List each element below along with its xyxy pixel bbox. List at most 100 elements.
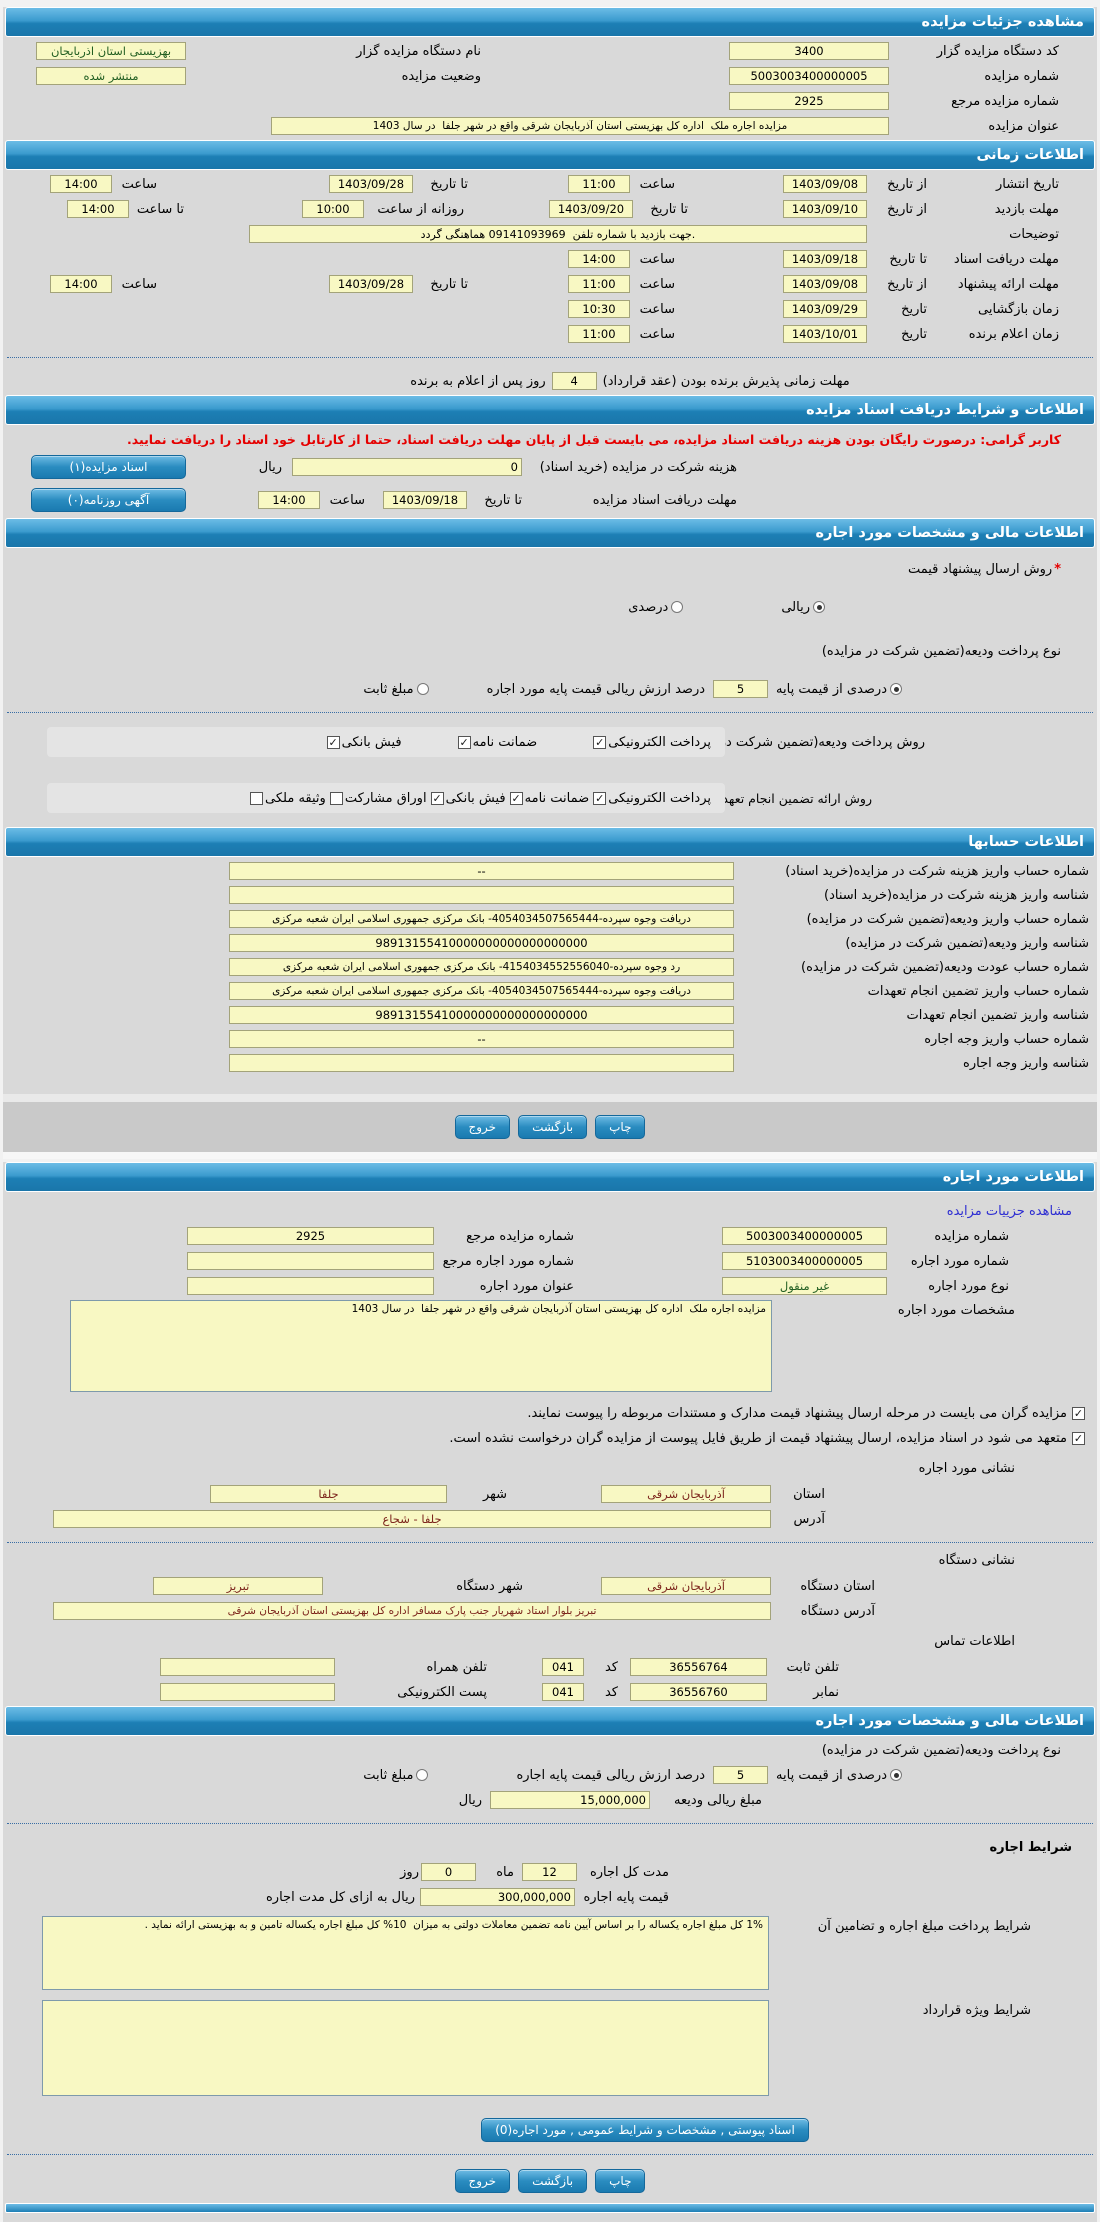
base-price-field[interactable]: [420, 1888, 575, 1906]
opening-date-field[interactable]: [783, 300, 867, 318]
city-field[interactable]: [210, 1485, 447, 1503]
auction-documents-button[interactable]: اسناد مزایده(۱): [31, 455, 186, 479]
acceptance-days-field[interactable]: [551, 372, 597, 390]
newspaper-ad-button[interactable]: آگهی روزنامه(۰): [31, 488, 186, 512]
fax-field[interactable]: [630, 1683, 767, 1701]
doc-deadline-date-field[interactable]: [383, 491, 467, 509]
rental-item-ref-field[interactable]: [187, 1252, 434, 1270]
winner-date-field[interactable]: [783, 325, 867, 343]
exit-button[interactable]: خروج: [454, 1115, 511, 1139]
account-row-field[interactable]: [229, 886, 734, 904]
specs-textarea[interactable]: مزایده اجاره ملک اداره کل بهزیستی استان …: [70, 1300, 772, 1392]
opening-time-field[interactable]: [568, 300, 630, 318]
auction-title-label: عنوان مزایده: [988, 118, 1059, 134]
offer-from-time-field[interactable]: [568, 275, 630, 293]
offer-from-date-field[interactable]: [783, 275, 867, 293]
rental-item-number-field[interactable]: [722, 1252, 887, 1270]
attachments-button[interactable]: اسناد پیوستی , مشخصات و شرایط عمومی , مو…: [481, 2118, 809, 2142]
offer-deadline-row: مهلت ارائه پیشنهاد از تاریخ ساعت تا تاری…: [3, 273, 1097, 295]
radio-percent-of-base[interactable]: درصدی از قیمت پایه: [776, 682, 902, 697]
deposit-percent-field[interactable]: [713, 680, 769, 698]
mobile-field[interactable]: [160, 1658, 335, 1676]
visit-to-time-field[interactable]: [67, 200, 129, 218]
checkbox-no-file-required[interactable]: ✓: [1072, 1431, 1085, 1445]
account-row-field[interactable]: [229, 1054, 734, 1072]
account-row-field[interactable]: [229, 862, 734, 880]
account-row-field[interactable]: [229, 958, 734, 976]
phone-field[interactable]: [630, 1658, 767, 1676]
checkbox-participation-bonds[interactable]: اوراق مشارکت: [329, 791, 427, 806]
rental-auction-ref-field[interactable]: [187, 1227, 434, 1245]
email-field[interactable]: [160, 1683, 335, 1701]
phone-code-field[interactable]: [542, 1658, 584, 1676]
view-auction-details-link[interactable]: مشاهده جزییات مزایده: [946, 1203, 1072, 1219]
fax-code-field[interactable]: [542, 1683, 584, 1701]
back-button[interactable]: بازگشت: [518, 2169, 588, 2193]
docs-deadline-time-field[interactable]: [568, 250, 630, 268]
fee-field[interactable]: [292, 458, 522, 476]
specs-label: مشخصات مورد اجاره: [897, 1303, 1015, 1318]
publish-to-time-field[interactable]: [50, 175, 112, 193]
checkbox-guarantee-letter[interactable]: ✓ ضمانت نامه: [457, 734, 538, 750]
publish-to-date-field[interactable]: [329, 175, 413, 193]
account-row-field[interactable]: [229, 1030, 734, 1048]
rental-type-field[interactable]: [722, 1277, 887, 1295]
auctioneer-name-field[interactable]: [36, 42, 186, 60]
fee-row: هزینه شرکت در مزایده (خرید اسناد) ریال ا…: [3, 452, 1097, 482]
checkbox-attach-documents[interactable]: ✓: [1072, 1406, 1085, 1420]
visit-from-time-field[interactable]: [302, 200, 364, 218]
section-title: اطلاعات و شرایط دریافت اسناد مزایده: [806, 402, 1084, 418]
address-field[interactable]: [53, 1510, 771, 1528]
offer-to-time-field[interactable]: [50, 275, 112, 293]
checkbox-bank-slip[interactable]: ✓ فیش بانکی: [326, 734, 402, 750]
winner-time-field[interactable]: [568, 325, 630, 343]
checkbox-electronic-payment[interactable]: ✓ پرداخت الکترونیکی: [593, 734, 711, 750]
publish-from-time-field[interactable]: [568, 175, 630, 193]
account-row-field[interactable]: [229, 982, 734, 1000]
account-row-field[interactable]: [229, 910, 734, 928]
visit-from-date-field[interactable]: [783, 200, 867, 218]
checkbox-electronic-payment[interactable]: ✓ پرداخت الکترونیکی: [593, 790, 711, 806]
print-button[interactable]: چاپ: [595, 1115, 646, 1139]
auction-ref-field[interactable]: [729, 92, 889, 110]
checkbox-property-collateral[interactable]: وثیقه ملکی: [250, 791, 326, 806]
deposit-type-label: نوع پرداخت ودیعه(تضمین شرکت در مزایده): [821, 643, 1061, 659]
docs-deadline-date-field[interactable]: [783, 250, 867, 268]
notes-field[interactable]: [249, 225, 867, 243]
pay-terms-textarea[interactable]: 1% کل مبلغ اجاره یکساله را بر اساس آیین …: [42, 1916, 769, 1990]
special-terms-textarea[interactable]: [42, 2000, 769, 2096]
code-label: کد: [604, 1684, 618, 1700]
publish-from-date-field[interactable]: [783, 175, 867, 193]
radio-percent[interactable]: درصدی: [628, 600, 684, 615]
auction-title-field[interactable]: [271, 117, 889, 135]
auction-status-field[interactable]: [36, 67, 186, 85]
rental-auction-number-field[interactable]: [722, 1227, 887, 1245]
doc-deadline-time-field[interactable]: [258, 491, 320, 509]
checkbox-guarantee-letter[interactable]: ✓ ضمانت نامه: [509, 790, 590, 806]
account-row-field[interactable]: [229, 1006, 734, 1024]
rental-title-field[interactable]: [187, 1277, 434, 1295]
checkbox-bank-slip[interactable]: ✓ فیش بانکی: [430, 790, 506, 806]
duration-days-field[interactable]: [421, 1863, 476, 1881]
duration-months-field[interactable]: [522, 1863, 577, 1881]
device-address-field[interactable]: [53, 1602, 771, 1620]
auction-number-field[interactable]: [729, 67, 889, 85]
radio-percent-of-base[interactable]: درصدی از قیمت پایه: [776, 1768, 902, 1783]
radio-fixed-amount[interactable]: مبلغ ثابت: [363, 682, 429, 697]
doc-deadline-label: مهلت دریافت اسناد مزایده: [592, 492, 737, 508]
exit-button[interactable]: خروج: [454, 2169, 511, 2193]
radio-fixed-amount[interactable]: مبلغ ثابت: [363, 1768, 429, 1783]
auctioneer-code-field[interactable]: [729, 42, 889, 60]
deposit-amount-field[interactable]: [490, 1791, 650, 1809]
deposit-percent-field[interactable]: [713, 1766, 769, 1784]
device-province-field[interactable]: [601, 1577, 771, 1595]
back-button[interactable]: بازگشت: [518, 1115, 588, 1139]
print-button[interactable]: چاپ: [595, 2169, 646, 2193]
device-city-field[interactable]: [153, 1577, 323, 1595]
account-row-field[interactable]: [229, 934, 734, 952]
base-price-suffix: ریال به ازای کل مدت اجاره: [266, 1889, 415, 1905]
radio-rial[interactable]: ریالی: [781, 600, 825, 615]
visit-to-date-field[interactable]: [549, 200, 633, 218]
offer-to-date-field[interactable]: [329, 275, 413, 293]
province-field[interactable]: [601, 1485, 771, 1503]
